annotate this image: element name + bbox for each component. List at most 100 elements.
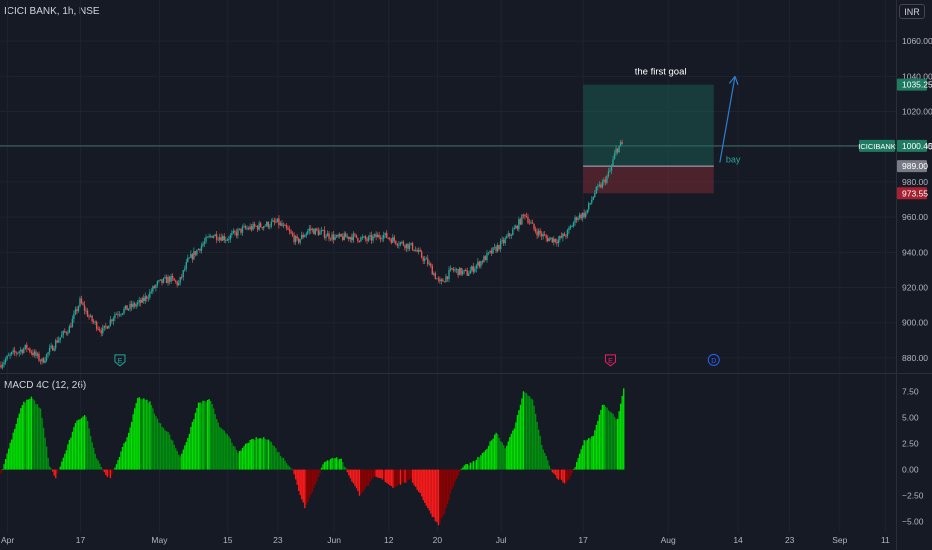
macd-bar xyxy=(301,469,303,500)
candle-body xyxy=(323,229,326,238)
position-box xyxy=(583,84,714,194)
macd-bar xyxy=(99,463,101,470)
macd-bar xyxy=(269,440,271,470)
candle-body xyxy=(542,234,544,237)
time-axis: Apr 17 May 15 23 Jun 12 20 Jul 17 Aug 14 23 Sep 11 xyxy=(1,535,890,545)
candle-body xyxy=(59,337,61,340)
candle-body xyxy=(246,228,248,230)
macd-bar xyxy=(74,423,77,470)
candle-body xyxy=(603,179,605,182)
symbol-tag-text: ICICIBANK xyxy=(858,142,896,151)
candle-body xyxy=(209,235,212,237)
candle-body xyxy=(94,321,96,323)
candle-body xyxy=(51,345,54,351)
stop-zone xyxy=(583,166,714,194)
candle-body xyxy=(525,216,528,218)
candle-body xyxy=(578,214,581,219)
macd-tick-label: −5.00 xyxy=(902,517,924,527)
candle-body xyxy=(182,270,184,278)
candle-body xyxy=(42,358,45,363)
macd-bar xyxy=(153,413,156,470)
candle-body xyxy=(133,303,136,307)
macd-tick-label: −2.50 xyxy=(902,491,924,501)
macd-bar xyxy=(325,461,327,470)
macd-bar xyxy=(276,452,279,470)
macd-bar xyxy=(288,466,291,470)
candle-body xyxy=(222,236,224,241)
macd-bar xyxy=(299,469,301,496)
candle-body xyxy=(70,326,72,328)
macd-bar xyxy=(296,469,298,485)
candle-body xyxy=(47,352,49,355)
macd-bar xyxy=(261,439,263,470)
macd-bar xyxy=(509,437,511,470)
macd-bar xyxy=(284,460,286,470)
candle-body xyxy=(329,238,332,240)
macd-bar xyxy=(164,430,166,470)
macd-bar xyxy=(141,399,143,470)
macd-bar xyxy=(302,469,304,503)
candle-body xyxy=(378,234,380,238)
macd-bar xyxy=(32,398,34,470)
candle-body xyxy=(6,355,8,360)
candle-body xyxy=(102,328,104,334)
candle-body xyxy=(184,268,186,271)
macd-bar xyxy=(348,469,350,476)
macd-bar xyxy=(86,420,89,470)
macd-bar xyxy=(11,439,13,470)
macd-bar xyxy=(165,431,168,470)
candle-body xyxy=(124,305,127,309)
candle-body xyxy=(410,243,412,245)
macd-bar xyxy=(598,414,601,470)
macd-bar xyxy=(181,453,183,470)
macd-bar xyxy=(553,469,555,474)
macd-bar xyxy=(241,447,244,470)
candle-body xyxy=(173,278,175,281)
candle-body xyxy=(348,236,350,240)
candle-body xyxy=(425,258,427,260)
candle-body xyxy=(335,235,338,237)
candle-body xyxy=(539,230,541,234)
candle-body xyxy=(74,309,77,314)
candle-body xyxy=(194,251,197,255)
candle-body xyxy=(45,354,48,361)
price-tick-label: 920.00 xyxy=(902,283,928,293)
time-tick-label: 12 xyxy=(384,535,394,545)
currency-button[interactable]: INR xyxy=(899,4,925,19)
candle-body xyxy=(255,226,257,228)
candle-body xyxy=(521,214,523,225)
candle-body xyxy=(496,245,499,252)
stop-price-tag-text: 973.55 xyxy=(902,188,928,198)
candle-body xyxy=(100,330,102,334)
macd-bar xyxy=(29,398,31,470)
macd-bar xyxy=(492,438,494,470)
macd-bar xyxy=(291,469,294,471)
macd-bar xyxy=(577,458,579,470)
candle-body xyxy=(203,241,206,244)
macd-bar xyxy=(604,406,607,470)
candle-body xyxy=(440,279,443,282)
macd-bar xyxy=(175,448,177,470)
candle-body xyxy=(109,319,112,326)
macd-tick-label: 0.00 xyxy=(902,465,919,475)
macd-bar xyxy=(387,469,390,485)
macd-bar xyxy=(580,449,582,470)
macd-bar xyxy=(516,415,519,470)
macd-bar xyxy=(220,428,222,470)
macd-bar xyxy=(287,465,289,470)
candle-body xyxy=(220,237,222,241)
candle-body xyxy=(352,233,355,241)
candle-body xyxy=(367,236,370,241)
candle-body xyxy=(121,313,124,315)
price-tick-label: 960.00 xyxy=(902,212,928,222)
candle-body xyxy=(399,242,402,245)
macd-bar xyxy=(131,421,133,470)
macd-bar xyxy=(15,423,17,470)
time-tick-label: 23 xyxy=(785,535,795,545)
macd-bar xyxy=(298,469,300,492)
macd-bar xyxy=(202,400,204,470)
macd-bar xyxy=(96,458,98,470)
macd-bar xyxy=(226,434,229,470)
candle-body xyxy=(528,222,531,224)
